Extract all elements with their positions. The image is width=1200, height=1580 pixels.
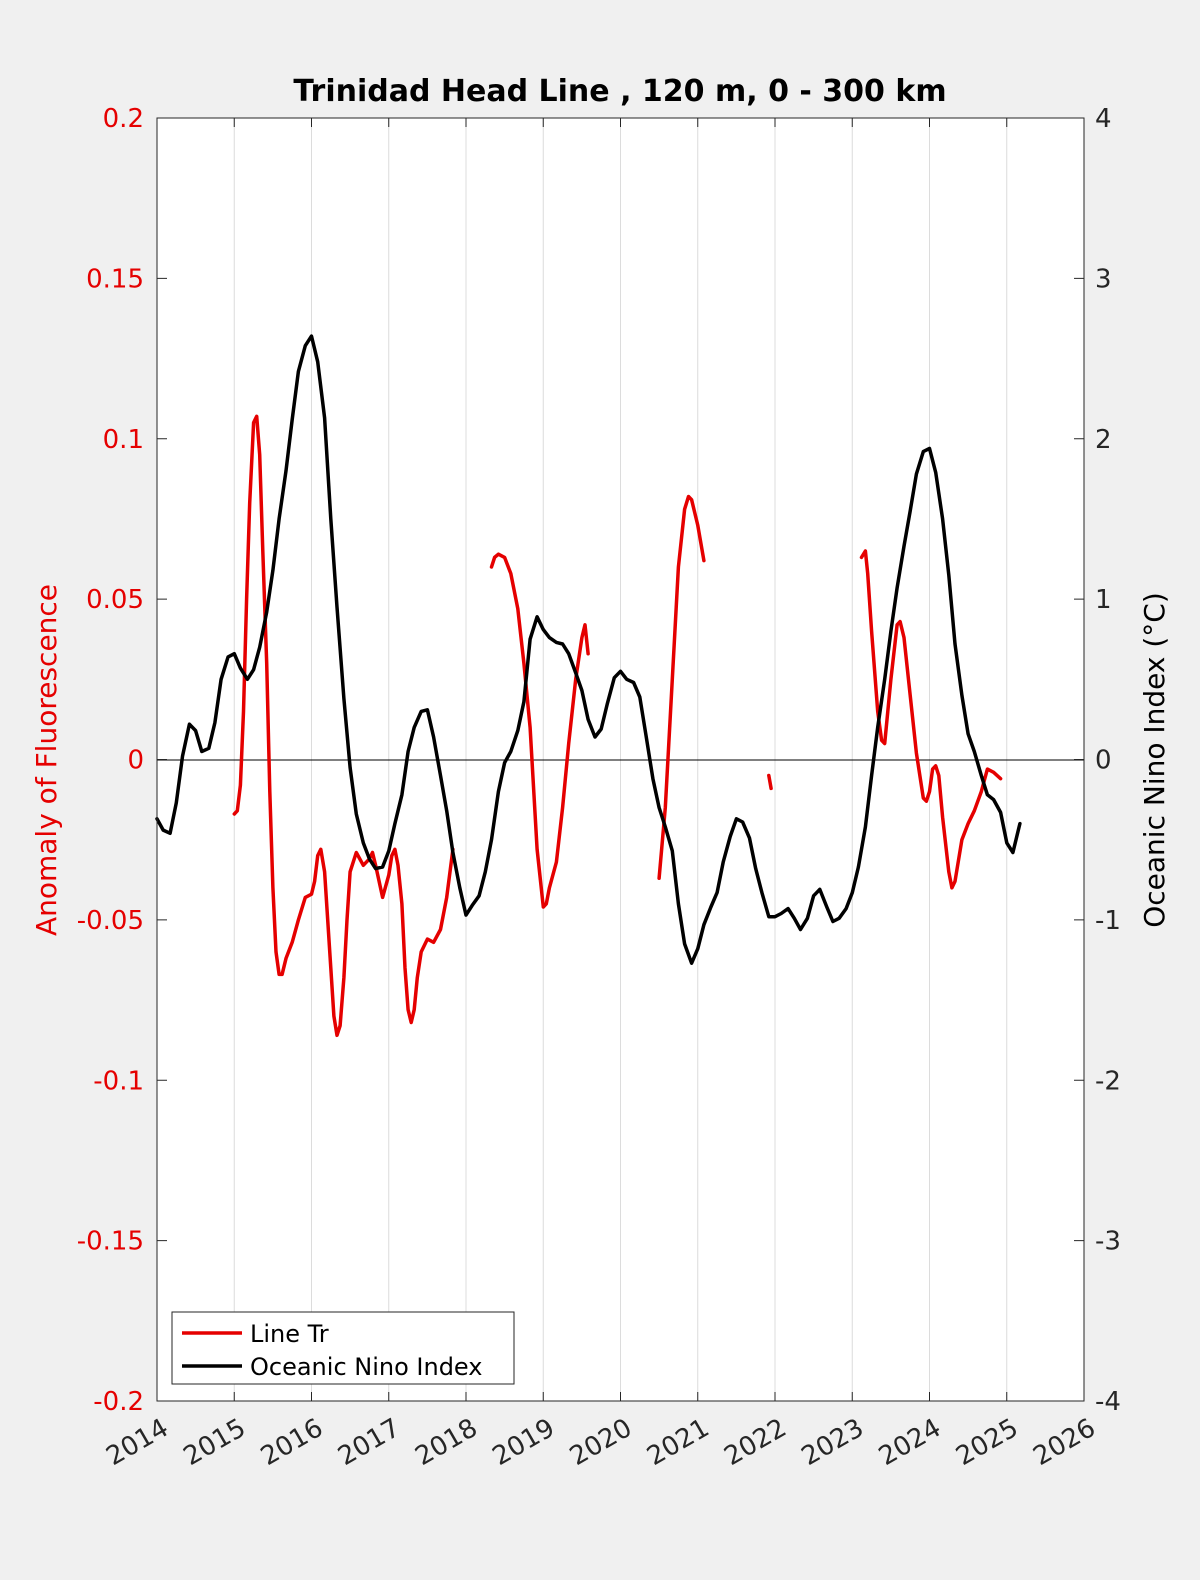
legend-label-oni: Oceanic Nino Index: [250, 1353, 482, 1381]
left-y-tick-label: 0.15: [86, 264, 144, 294]
x-tick-label: 2016: [256, 1413, 328, 1472]
left-y-tick-label: -0.05: [77, 906, 144, 936]
x-tick-label: 2021: [642, 1413, 714, 1472]
left-axis-label: Anomaly of Fluorescence: [30, 584, 63, 936]
left-y-tick-label: -0.15: [77, 1227, 144, 1257]
legend-box: [171, 1311, 515, 1385]
legend-label-line-tr: Line Tr: [250, 1320, 329, 1348]
x-tick-labels: 2014 2015 2016 2017 2018 2019 2020 2021 2022 2023…: [101, 1413, 1100, 1472]
right-y-tick-label: 3: [1095, 264, 1112, 294]
x-tick-label: 2024: [874, 1413, 946, 1472]
right-y-tick-label: 1: [1095, 585, 1112, 615]
line-tr-segment: [489, 552, 590, 909]
x-tick-label: 2020: [565, 1413, 637, 1472]
x-tick-label: 2026: [1028, 1413, 1100, 1472]
series-layer: [155, 334, 1022, 1038]
right-y-tick-label: 0: [1095, 746, 1112, 776]
right-axis-label: Oceanic Nino Index (°C): [1138, 592, 1171, 928]
legend: Line Tr Oceanic Nino Index: [171, 1311, 515, 1385]
line-tr-segment: [767, 773, 773, 791]
left-y-tick-labels: 0.2 0.15 0.1 0.05 0 -0.05 -0.1 -0.15 -0.2: [77, 104, 144, 1417]
left-y-tick-label: 0.1: [103, 425, 144, 455]
right-y-tick-label: -2: [1095, 1066, 1121, 1096]
right-y-tick-label: 4: [1095, 104, 1112, 134]
x-tick-label: 2014: [101, 1413, 173, 1472]
x-tick-label: 2018: [410, 1413, 482, 1472]
line-tr-segment: [859, 549, 1003, 890]
right-y-tick-label: -4: [1095, 1387, 1121, 1417]
left-y-tick-label: 0: [127, 746, 144, 776]
chart-title: Trinidad Head Line , 120 m, 0 - 300 km: [293, 74, 946, 109]
left-y-tick-label: -0.2: [93, 1387, 144, 1417]
x-tick-label: 2023: [797, 1413, 869, 1472]
ticks: [156, 117, 1085, 1402]
left-y-tick-label: 0.05: [86, 585, 144, 615]
left-y-tick-label: 0.2: [103, 104, 144, 134]
oni-line: [155, 334, 1022, 965]
x-tick-label: 2025: [951, 1413, 1023, 1472]
x-tick-label: 2022: [719, 1413, 791, 1472]
right-y-tick-label: -1: [1095, 906, 1121, 936]
x-tick-label: 2017: [333, 1413, 405, 1472]
line-tr-segment: [657, 494, 706, 880]
x-tick-label: 2019: [488, 1413, 560, 1472]
right-y-tick-label: 2: [1095, 425, 1112, 455]
left-y-tick-label: -0.1: [93, 1066, 144, 1096]
right-y-tick-label: -3: [1095, 1227, 1121, 1257]
x-tick-label: 2015: [179, 1413, 251, 1472]
line-tr-segment: [232, 414, 455, 1038]
right-y-tick-labels: 4 3 2 1 0 -1 -2 -3 -4: [1095, 104, 1121, 1417]
